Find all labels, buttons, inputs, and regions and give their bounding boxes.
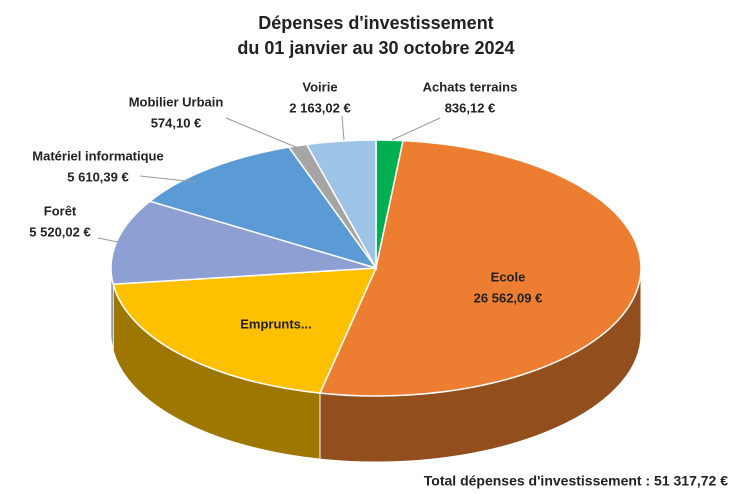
slice <box>318 139 642 397</box>
slice-label: Ecole <box>491 269 526 284</box>
value-label: 5 610,39 € <box>67 169 128 184</box>
slice-label: Forêt <box>44 203 77 218</box>
leader-line <box>97 237 119 243</box>
leader-line <box>341 115 345 141</box>
value-label: 836,12 € <box>445 100 496 115</box>
slice <box>305 139 377 271</box>
slice <box>148 146 378 270</box>
value-label: 2 163,02 € <box>289 100 350 115</box>
total-label: Total dépenses d'investissement : 51 317… <box>424 473 728 489</box>
slice-label: Mobilier Urbain <box>129 94 224 109</box>
leader-line <box>139 175 197 183</box>
slice-label: Voirie <box>302 79 337 94</box>
slice-label: Emprunts... <box>240 316 312 331</box>
value-label: 5 520,02 € <box>29 224 90 239</box>
chart-title: Dépenses d'investissement <box>258 13 493 33</box>
value-label: 574,10 € <box>151 115 202 130</box>
slice-label: Achats terrains <box>423 79 518 94</box>
slice <box>110 200 377 286</box>
slice <box>112 267 378 394</box>
leader-line <box>225 117 299 149</box>
value-label: 26 562,09 € <box>474 290 543 305</box>
leader-line <box>391 117 441 141</box>
chart-subtitle: du 01 janvier au 30 octobre 2024 <box>237 38 514 58</box>
slice-label: Matériel informatique <box>32 148 163 163</box>
